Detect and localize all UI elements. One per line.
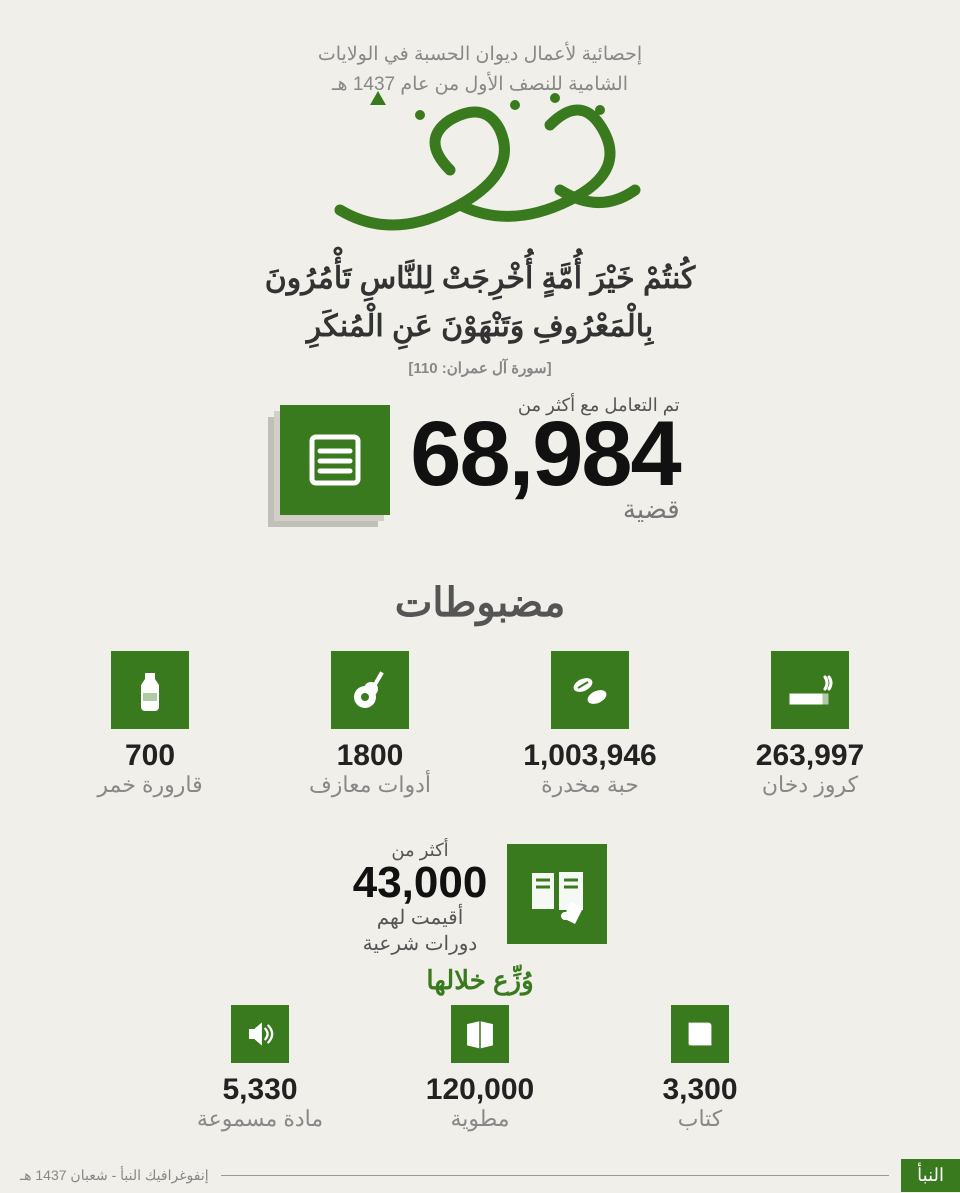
booklet-icon bbox=[451, 1005, 509, 1063]
audio-icon bbox=[231, 1005, 289, 1063]
stat-label: مطوية bbox=[450, 1106, 509, 1132]
stat-item: 700 قارورة خمر bbox=[65, 651, 235, 798]
stat-value: 3,300 bbox=[662, 1073, 737, 1106]
courses-post2: دورات شرعية bbox=[353, 931, 488, 957]
stat-label: قارورة خمر bbox=[97, 772, 202, 798]
stat-value: 1800 bbox=[337, 739, 404, 772]
main-stat-value: 68,984 bbox=[410, 408, 679, 500]
stat-value: 700 bbox=[125, 739, 175, 772]
seizures-title: مضبوطات bbox=[0, 580, 960, 626]
courses-value: 43,000 bbox=[353, 861, 488, 905]
distributed-title: وُزِّع خلالها bbox=[0, 965, 960, 996]
header-line1: إحصائية لأعمال ديوان الحسبة في الولايات bbox=[0, 40, 960, 70]
courses-icon bbox=[507, 844, 607, 944]
book-icon bbox=[671, 1005, 729, 1063]
stat-item: 120,000 مطوية bbox=[395, 1005, 565, 1132]
stat-label: كتاب bbox=[678, 1106, 723, 1132]
seizures-section: مضبوطات 263,997 كروز دخان 1,003,946 حبة … bbox=[0, 580, 960, 798]
stat-label: أدوات معازف bbox=[309, 772, 431, 798]
stat-value: 5,330 bbox=[222, 1073, 297, 1106]
verse-line1: كُنتُمْ خَيْرَ أُمَّةٍ أُخْرِجَتْ لِلنَّ… bbox=[80, 255, 880, 303]
courses-stat: أكثر من 43,000 أقيمت لهم دورات شرعية bbox=[0, 840, 960, 957]
verse-line2: بِالْمَعْرُوفِ وَتَنْهَوْنَ عَنِ الْمُنك… bbox=[80, 303, 880, 351]
quran-verse: كُنتُمْ خَيْرَ أُمَّةٍ أُخْرِجَتْ لِلنَّ… bbox=[80, 255, 880, 381]
stat-item: 263,997 كروز دخان bbox=[725, 651, 895, 798]
stat-value: 1,003,946 bbox=[523, 739, 656, 772]
footer: النبأ إنفوغرافيك النبأ - شعبان 1437 هـ bbox=[0, 1157, 960, 1193]
title-calligraphy bbox=[0, 70, 960, 255]
stat-value: 120,000 bbox=[426, 1073, 534, 1106]
cigarette-icon bbox=[771, 651, 849, 729]
bottle-icon bbox=[111, 651, 189, 729]
courses-post1: أقيمت لهم bbox=[353, 905, 488, 931]
guitar-icon bbox=[331, 651, 409, 729]
stat-label: مادة مسموعة bbox=[197, 1106, 323, 1132]
cases-icon bbox=[280, 405, 390, 515]
stat-item: 5,330 مادة مسموعة bbox=[175, 1005, 345, 1132]
distributed-section: 3,300 كتاب 120,000 مطوية 5,330 مادة مسمو… bbox=[0, 1005, 960, 1132]
stat-item: 1800 أدوات معازف bbox=[285, 651, 455, 798]
stat-label: كروز دخان bbox=[762, 772, 858, 798]
verse-reference: [سورة آل عمران: 110] bbox=[80, 357, 880, 381]
stat-item: 1,003,946 حبة مخدرة bbox=[505, 651, 675, 798]
main-stat: تم التعامل مع أكثر من 68,984 قضية bbox=[0, 395, 960, 525]
pills-icon bbox=[551, 651, 629, 729]
footer-divider bbox=[221, 1175, 890, 1176]
stat-label: حبة مخدرة bbox=[541, 772, 639, 798]
footer-logo: النبأ bbox=[901, 1159, 960, 1192]
stat-value: 263,997 bbox=[756, 739, 864, 772]
footer-caption: إنفوغرافيك النبأ - شعبان 1437 هـ bbox=[0, 1167, 209, 1184]
stat-item: 3,300 كتاب bbox=[615, 1005, 785, 1132]
